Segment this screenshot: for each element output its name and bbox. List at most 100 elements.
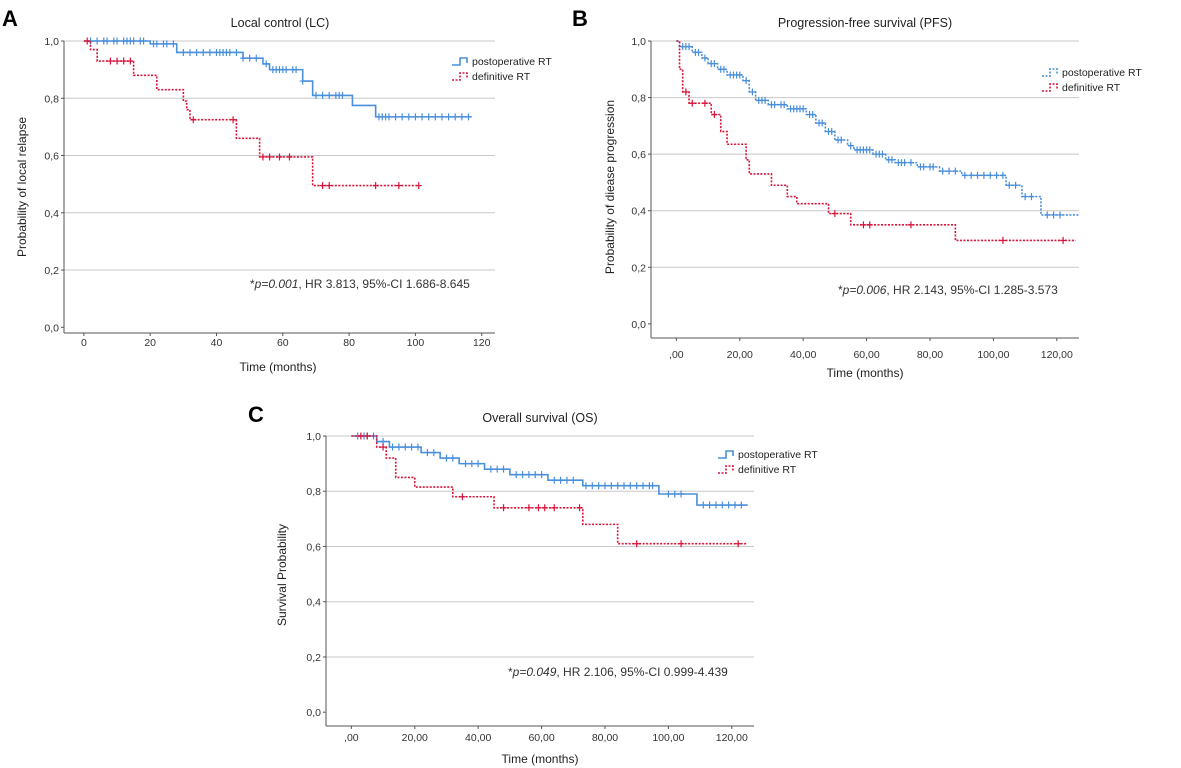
censor-mark	[425, 113, 432, 121]
censor-mark	[711, 60, 718, 68]
censor-mark	[678, 490, 685, 498]
y-tick-label: 0,8	[631, 93, 646, 105]
x-tick-label: 100,00	[652, 732, 684, 744]
censor-mark	[551, 504, 558, 512]
y-axis-label: Probability of diease progression	[603, 100, 617, 274]
censor-mark	[671, 490, 678, 498]
x-tick-label: 20	[144, 337, 156, 349]
series-postoperative	[351, 432, 748, 509]
censor-mark	[563, 476, 570, 484]
censor-mark	[445, 113, 452, 121]
x-axis-label: Time (months)	[240, 360, 317, 374]
censor-mark	[286, 153, 293, 161]
y-tick-label: 0,4	[44, 208, 59, 220]
censor-mark	[259, 153, 266, 161]
censor-mark	[114, 57, 121, 65]
censor-mark	[1012, 181, 1019, 189]
censor-mark	[385, 113, 392, 121]
censor-mark	[695, 48, 702, 56]
censor-mark	[494, 465, 501, 473]
y-tick-label: 0,4	[306, 597, 321, 609]
annotation-p-value: p=0.049	[512, 665, 557, 679]
censor-mark	[731, 501, 738, 509]
censor-mark	[627, 482, 634, 490]
censor-mark	[465, 113, 472, 121]
y-axis-label: Probability of local relapse	[15, 117, 29, 257]
censor-mark	[952, 167, 959, 175]
survival-curve	[351, 435, 748, 506]
censor-mark	[424, 449, 431, 457]
stats-annotation: *p=0.049, HR 2.106, 95%-CI 0.999-4.439	[508, 665, 728, 679]
censor-mark	[800, 105, 807, 113]
legend-swatch	[718, 465, 734, 474]
censor-mark	[557, 476, 564, 484]
x-tick-label: 40,00	[790, 349, 816, 361]
censor-mark	[266, 153, 273, 161]
legend-label: definitive RT	[472, 71, 531, 83]
censor-mark	[595, 482, 602, 490]
censor-mark	[860, 221, 867, 229]
x-tick-label: 60,00	[528, 732, 554, 744]
censor-mark	[130, 37, 137, 45]
y-tick-label: 1,0	[631, 36, 646, 48]
censor-mark	[701, 99, 708, 107]
panel-A: A Local control (LC) 0,0 0,2 0,4 0,6 0,8 1,0 0 20…	[2, 6, 552, 374]
censor-mark	[582, 482, 589, 490]
censor-mark	[459, 493, 466, 501]
censor-mark	[94, 37, 101, 45]
annotation-p-value: p=0.001	[254, 277, 299, 291]
x-tick-label: 60	[277, 337, 289, 349]
legend-swatch	[718, 450, 734, 459]
censor-mark	[475, 460, 482, 468]
censor-mark	[621, 482, 628, 490]
censor-mark	[364, 432, 371, 440]
censor-mark	[525, 471, 532, 479]
censor-mark	[589, 482, 596, 490]
censor-mark	[999, 236, 1006, 244]
censor-mark	[819, 119, 826, 127]
censor-mark	[389, 443, 396, 451]
censor-mark	[432, 113, 439, 121]
survival-curve	[351, 435, 748, 545]
censor-mark	[678, 540, 685, 548]
x-tick-label: 120,00	[716, 732, 748, 744]
censor-mark	[907, 159, 914, 167]
censor-mark	[468, 460, 475, 468]
y-tick-label: 1,0	[306, 431, 321, 443]
censor-mark	[725, 501, 732, 509]
y-tick-label: 0,0	[44, 322, 59, 334]
censor-mark	[519, 471, 526, 479]
censor-mark	[246, 54, 253, 62]
x-tick-label: 40,00	[465, 732, 491, 744]
censor-mark	[535, 504, 542, 512]
legend-label: definitive RT	[1062, 82, 1121, 94]
x-tick-label: ,00	[344, 732, 359, 744]
chart-title: Local control (LC)	[231, 16, 330, 30]
censor-mark	[319, 91, 326, 99]
annotation-hr-ci: , HR 3.813, 95%-CI 1.686-8.645	[298, 277, 470, 291]
censor-mark	[689, 99, 696, 107]
censor-mark	[372, 182, 379, 190]
censor-mark	[781, 101, 788, 109]
censor-mark	[1044, 211, 1051, 219]
censor-mark	[180, 48, 187, 56]
stats-annotation: *p=0.006, HR 2.143, 95%-CI 1.285-3.573	[838, 283, 1058, 297]
censor-mark	[449, 454, 456, 462]
censor-mark	[283, 66, 290, 74]
censor-mark	[866, 146, 873, 154]
censor-mark	[206, 48, 213, 56]
censor-mark	[939, 167, 946, 175]
y-tick-label: 1,0	[44, 36, 59, 48]
annotation-p-value: p=0.006	[842, 283, 887, 297]
y-tick-label: 0,0	[306, 707, 321, 719]
y-tick-label: 0,2	[631, 262, 646, 274]
censor-mark	[809, 111, 816, 119]
censor-mark	[1060, 236, 1067, 244]
censor-mark	[608, 482, 615, 490]
y-tick-label: 0,6	[306, 541, 321, 553]
censor-mark	[263, 60, 270, 68]
y-axis-label: Survival Probability	[275, 524, 289, 626]
censor-mark	[408, 443, 415, 451]
censor-mark	[701, 54, 708, 62]
